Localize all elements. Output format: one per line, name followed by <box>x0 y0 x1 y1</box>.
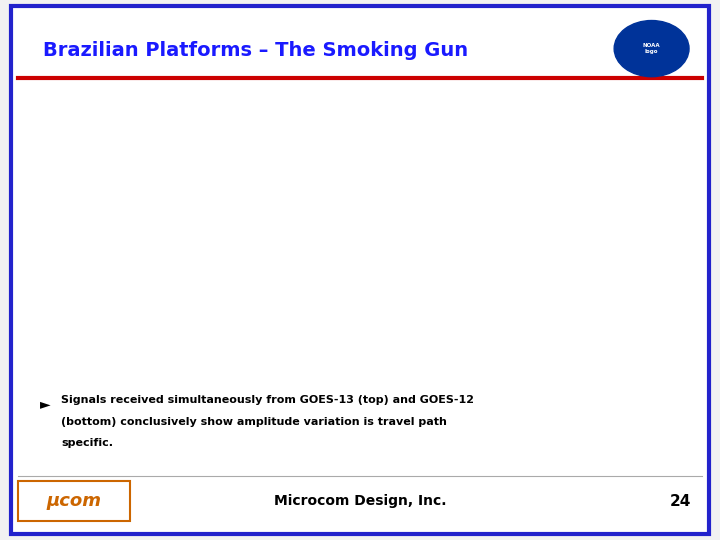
Legend: Signal Power, SNR: Signal Power, SNR <box>71 91 109 103</box>
Text: specific.: specific. <box>61 438 113 449</box>
Text: Signals received simultaneously from GOES-13 (top) and GOES-12: Signals received simultaneously from GOE… <box>61 395 474 406</box>
FancyBboxPatch shape <box>11 6 709 534</box>
Text: μcom: μcom <box>47 491 102 510</box>
Text: Microcom Design, Inc.: Microcom Design, Inc. <box>274 494 446 508</box>
Text: NOAA
logo: NOAA logo <box>643 43 660 54</box>
Y-axis label: Level, dB: Level, dB <box>44 302 49 327</box>
Text: (bottom) conclusively show amplitude variation is travel path: (bottom) conclusively show amplitude var… <box>61 417 447 427</box>
Text: ►: ► <box>40 397 50 411</box>
Text: Brazilian Platforms – The Smoking Gun: Brazilian Platforms – The Smoking Gun <box>43 40 468 59</box>
X-axis label: Time (min): Time (min) <box>369 397 398 402</box>
Legend: Signal Power, SNR: Signal Power, SNR <box>71 248 109 259</box>
X-axis label: Time (min): Time (min) <box>369 249 398 254</box>
Circle shape <box>614 21 689 77</box>
Text: 24: 24 <box>670 494 691 509</box>
Y-axis label: Level, dB: Level, dB <box>44 150 49 174</box>
